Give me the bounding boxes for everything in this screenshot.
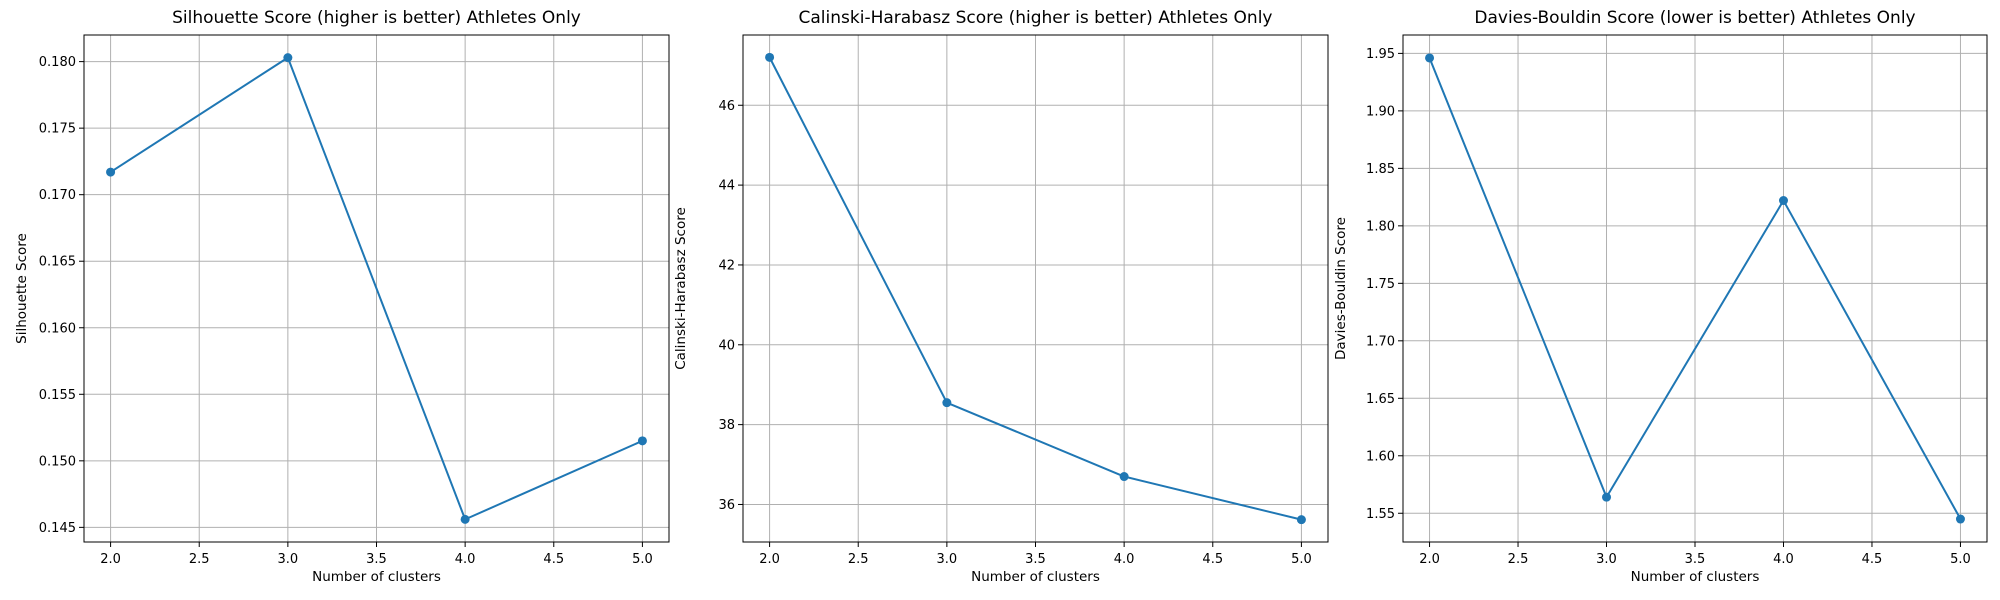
x-tick-label: 3.0 bbox=[937, 552, 958, 567]
x-tick-label: 5.0 bbox=[1291, 552, 1312, 567]
data-point bbox=[460, 514, 470, 524]
chart-panel-1: 2.0 2.5 3.0 3.5 4.0 4.5 5.0 0.145 0.150 0.155 0.16… bbox=[14, 8, 670, 585]
x-tick-label: 2.5 bbox=[1508, 552, 1529, 567]
x-tick-label: 2.0 bbox=[759, 552, 780, 567]
x-tick-label: 2.5 bbox=[189, 552, 210, 567]
x-tick-label: 2.0 bbox=[1419, 552, 1440, 567]
y-tick-label: 42 bbox=[718, 258, 735, 273]
data-point bbox=[1296, 515, 1306, 525]
data-point bbox=[283, 53, 293, 63]
y-tick-label: 38 bbox=[718, 418, 735, 433]
chart-title: Davies-Bouldin Score (lower is better) A… bbox=[1474, 8, 1915, 28]
y-tick-label: 1.60 bbox=[1366, 449, 1395, 464]
data-point bbox=[106, 167, 116, 177]
y-tick-label: 36 bbox=[718, 498, 735, 513]
x-tick-label: 5.0 bbox=[632, 552, 653, 567]
y-tick-label: 0.150 bbox=[39, 454, 76, 469]
x-tick-label: 4.5 bbox=[1862, 552, 1883, 567]
x-tick-label: 2.0 bbox=[100, 552, 121, 567]
chart-panel-2: 2.0 2.5 3.0 3.5 4.0 4.5 5.0 36 38 40 42 44 46 Calinsk… bbox=[673, 8, 1329, 585]
x-tick-label: 3.5 bbox=[1025, 552, 1046, 567]
x-tick-label: 3.5 bbox=[1685, 552, 1706, 567]
axes-frame bbox=[83, 34, 670, 543]
x-axis-label: Number of clusters bbox=[971, 569, 1100, 585]
y-axis-label: Calinski-Harabasz Score bbox=[673, 207, 689, 370]
chart-title: Silhouette Score (higher is better) Athl… bbox=[172, 8, 581, 28]
chart-panel-3: 2.0 2.5 3.0 3.5 4.0 4.5 5.0 1.55 1.60 1.65 1.70 1.7… bbox=[1333, 8, 1988, 585]
data-point bbox=[1955, 514, 1965, 524]
y-axis-label: Davies-Bouldin Score bbox=[1333, 217, 1349, 360]
axes-frame bbox=[742, 34, 1329, 543]
axes-frame bbox=[1402, 34, 1988, 543]
y-tick-label: 0.180 bbox=[39, 55, 76, 70]
series-line bbox=[768, 56, 1302, 521]
y-tick-label: 1.65 bbox=[1366, 392, 1395, 407]
data-point bbox=[1119, 472, 1129, 482]
x-axis-label: Number of clusters bbox=[1631, 569, 1760, 585]
data-point bbox=[942, 398, 952, 408]
y-tick-label: 44 bbox=[718, 179, 735, 194]
data-point bbox=[1425, 53, 1435, 63]
x-tick-label: 3.0 bbox=[278, 552, 299, 567]
chart-title: Calinski-Harabasz Score (higher is bette… bbox=[799, 8, 1273, 28]
y-tick-label: 1.55 bbox=[1366, 507, 1395, 522]
x-tick-label: 2.5 bbox=[848, 552, 869, 567]
y-axis-label: Silhouette Score bbox=[14, 233, 30, 344]
y-tick-label: 1.70 bbox=[1366, 334, 1395, 349]
x-axis-label: Number of clusters bbox=[312, 569, 441, 585]
x-tick-label: 4.5 bbox=[1202, 552, 1223, 567]
x-tick-label: 4.0 bbox=[1773, 552, 1794, 567]
data-point bbox=[1778, 196, 1788, 206]
y-tick-label: 1.85 bbox=[1366, 162, 1395, 177]
y-tick-label: 1.95 bbox=[1366, 47, 1395, 62]
x-tick-label: 4.5 bbox=[543, 552, 564, 567]
y-tick-label: 1.90 bbox=[1366, 104, 1395, 119]
y-tick-label: 0.160 bbox=[39, 321, 76, 336]
x-tick-label: 5.0 bbox=[1950, 552, 1971, 567]
series-line bbox=[110, 56, 643, 521]
x-tick-label: 3.5 bbox=[366, 552, 387, 567]
y-tick-label: 1.75 bbox=[1366, 277, 1395, 292]
y-tick-label: 0.175 bbox=[39, 122, 76, 137]
y-tick-label: 0.165 bbox=[39, 255, 76, 270]
y-tick-label: 46 bbox=[718, 99, 735, 114]
x-tick-label: 4.0 bbox=[1114, 552, 1135, 567]
data-point bbox=[637, 436, 647, 446]
series-line bbox=[1428, 57, 1962, 520]
x-tick-label: 3.0 bbox=[1596, 552, 1617, 567]
y-tick-label: 0.145 bbox=[39, 521, 76, 536]
y-tick-label: 40 bbox=[718, 338, 735, 353]
data-point bbox=[1602, 492, 1612, 502]
x-tick-label: 4.0 bbox=[455, 552, 476, 567]
data-point bbox=[765, 52, 775, 62]
y-tick-label: 0.170 bbox=[39, 188, 76, 203]
y-tick-label: 1.80 bbox=[1366, 219, 1395, 234]
y-tick-label: 0.155 bbox=[39, 388, 76, 403]
